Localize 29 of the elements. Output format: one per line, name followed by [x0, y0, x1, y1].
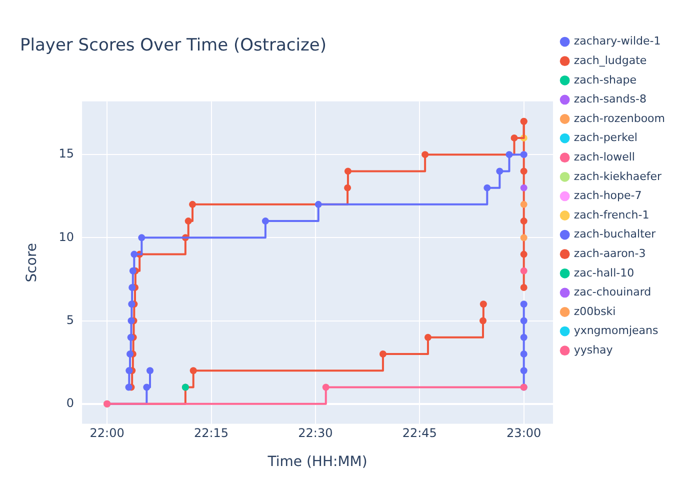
y-axis-title: Score: [24, 242, 40, 282]
legend-label: zach-rozenboom: [574, 112, 665, 125]
legend-label: yyshay: [574, 343, 614, 356]
legend-label: zach-lowell: [574, 150, 635, 164]
legend-label: zach-french-1: [574, 208, 650, 222]
x-tick-label: 22:45: [402, 426, 437, 440]
x-tick-label: 22:30: [298, 426, 333, 440]
legend-label: z00bski: [574, 304, 616, 318]
legend-label: zach-perkel: [574, 131, 638, 144]
chart-title: Player Scores Over Time (Ostracize): [20, 36, 327, 56]
x-tick-label: 23:00: [506, 426, 542, 440]
y-tick-label: 10: [58, 230, 74, 244]
y-tick-label: 0: [66, 396, 74, 410]
legend-label: zachary-wilde-1: [574, 34, 661, 48]
legend-label: zach-sands-8: [574, 92, 646, 106]
x-axis-title: Time (HH:MM): [266, 454, 368, 470]
legend-label: zach-buchalter: [574, 228, 656, 241]
legend-label: zach-aaron-3: [574, 246, 646, 260]
x-tick-label: 22:15: [194, 426, 229, 440]
y-tick-label: 15: [58, 146, 74, 161]
x-tick-label: 22:00: [90, 426, 124, 440]
legend-label: zach-hope-7: [574, 189, 642, 202]
y-tick-label: 5: [66, 312, 74, 327]
legend-label: zac-chouinard: [574, 286, 652, 299]
legend-label: zach_ludgate: [574, 54, 647, 67]
legend-label: zac-hall-10: [574, 266, 634, 280]
legend-label: yxngmomjeans: [574, 324, 658, 338]
legend-label: zach-shape: [574, 73, 637, 86]
legend-label: zach-kiekhaefer: [574, 170, 662, 183]
